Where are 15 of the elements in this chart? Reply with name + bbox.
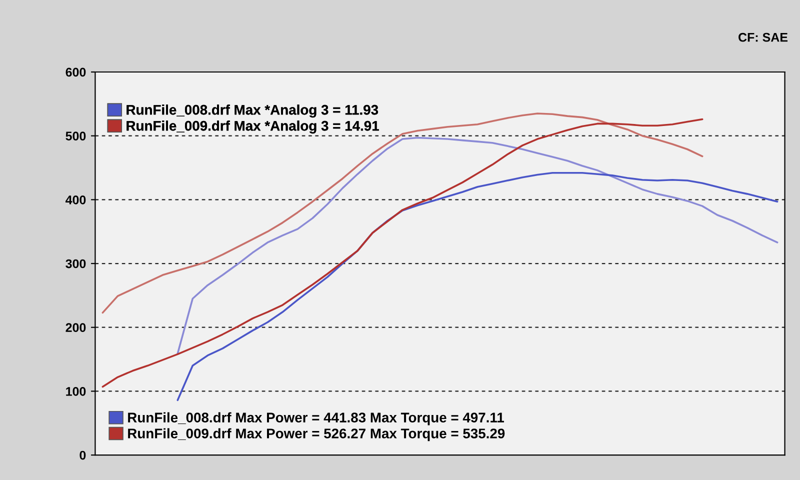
y-tick-label: 200: [66, 323, 86, 332]
legend-label: RunFile_008.drf Max Power = 441.83 Max Torque = 497.11: [128, 412, 504, 426]
y-tick-label: 600: [66, 68, 86, 77]
y-tick-label: 500: [66, 132, 86, 140]
annotation: RunFile_008.drf Max *Analog 3 = 11.93: [126, 104, 378, 118]
line-series: [176, 136, 778, 354]
y-tick-label: 300: [66, 259, 86, 268]
y-tick-label: 100: [66, 387, 86, 396]
text: CF: SAE: [738, 32, 788, 42]
annotation: RunFile_009.drf Max *Analog 3 = 14.91: [126, 120, 379, 134]
legend-label: RunFile_009.drf Max Power = 526.27 Max Torque = 535.29: [128, 428, 505, 442]
y-tick-label: 0: [80, 450, 86, 460]
line-series: [176, 172, 778, 402]
line-series: [102, 118, 704, 388]
y-tick-label: 400: [66, 195, 86, 204]
